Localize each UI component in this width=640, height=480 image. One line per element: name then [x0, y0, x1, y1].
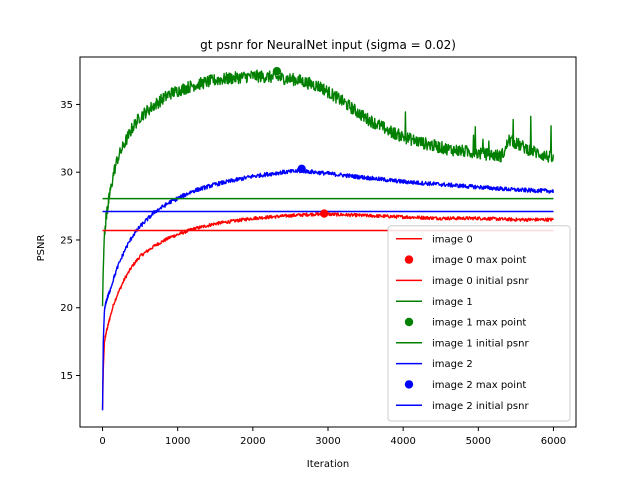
max-point-image-1-max-point — [272, 67, 282, 76]
x-tick-label-5000: 5000 — [466, 436, 491, 447]
legend-label-image-2: image 2 — [432, 359, 473, 370]
legend: image 0 image 0 max point image 0 initial … — [387, 225, 571, 422]
x-axis-label: Iteration — [307, 459, 349, 470]
y-axis-label: PSNR — [36, 235, 47, 262]
legend-label-image-2-initial-psnr: image 2 initial psnr — [432, 401, 529, 412]
max-point-image-2-max-point — [297, 164, 306, 174]
y-axis: 15 20 25 30 35 — [60, 100, 80, 382]
x-tick-label-4000: 4000 — [390, 436, 415, 447]
chart-title: gt psnr for NeuralNet input (sigma = 0.0… — [200, 38, 456, 52]
x-tick-label-1000: 1000 — [165, 436, 190, 447]
y-tick-label-35: 35 — [60, 100, 73, 111]
legend-label-image-0: image 0 — [432, 234, 473, 245]
legend-label-image-1: image 1 — [432, 297, 473, 308]
y-tick-label-20: 20 — [60, 303, 73, 314]
y-tick-label-25: 25 — [60, 235, 73, 246]
x-tick-label-2000: 2000 — [240, 436, 265, 447]
legend-marker-image-0-max-point — [404, 255, 414, 264]
y-tick-label-15: 15 — [60, 371, 73, 382]
legend-marker-image-2-max-point — [404, 380, 414, 389]
x-axis: 0 1000 2000 3000 4000 5000 6000 — [99, 427, 566, 447]
x-tick-label-0: 0 — [99, 436, 105, 447]
max-point-image-0-max-point — [320, 209, 329, 218]
legend-label-image-2-max-point: image 2 max point — [432, 380, 526, 391]
legend-label-image-0-initial-psnr: image 0 initial psnr — [432, 276, 529, 287]
series-line-image-1 — [101, 69, 554, 307]
x-tick-label-6000: 6000 — [541, 436, 566, 447]
legend-label-image-1-initial-psnr: image 1 initial psnr — [432, 338, 529, 349]
legend-label-image-1-max-point: image 1 max point — [432, 318, 526, 329]
series-line-image-2 — [101, 168, 554, 411]
legend-marker-image-1-max-point — [404, 317, 414, 327]
x-tick-label-3000: 3000 — [315, 436, 340, 447]
legend-label-image-0-max-point: image 0 max point — [432, 255, 526, 266]
y-tick-label-30: 30 — [60, 168, 73, 179]
legend-box — [387, 225, 571, 422]
